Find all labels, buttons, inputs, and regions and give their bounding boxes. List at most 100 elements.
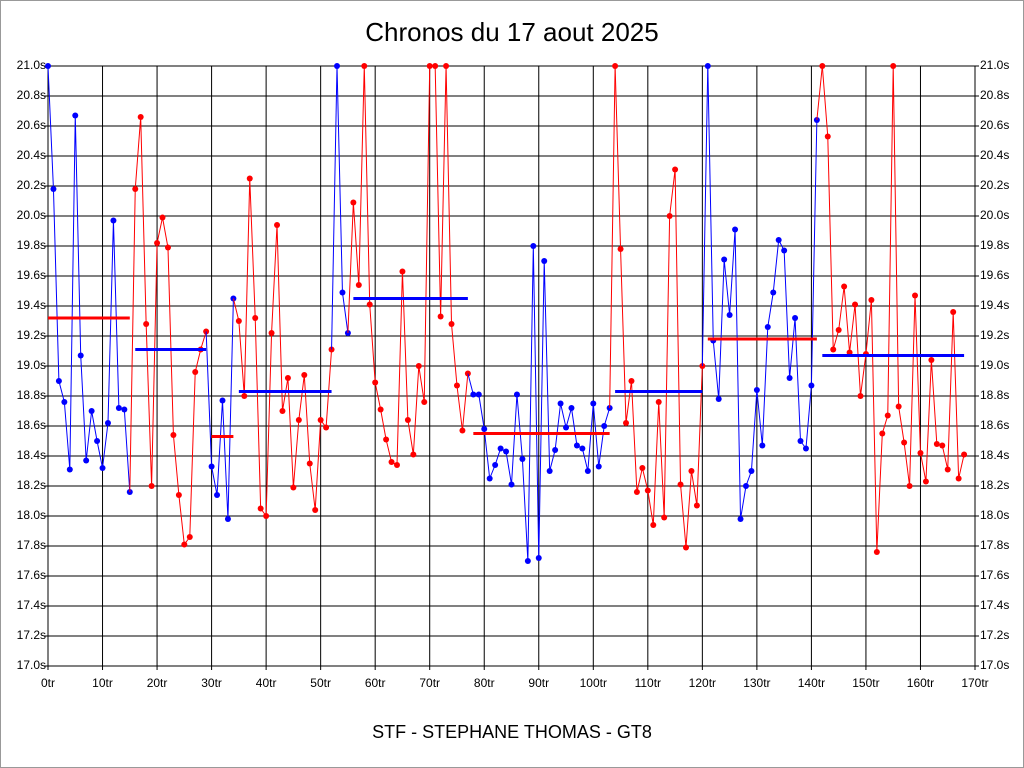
lap-point — [497, 445, 504, 452]
lap-point — [873, 549, 880, 555]
y2-tick-label: 20.4s — [980, 148, 1009, 162]
lap-point — [541, 258, 548, 264]
lap-point — [715, 396, 722, 402]
lap-point — [682, 544, 689, 551]
lap-point — [884, 412, 891, 419]
lap-point — [72, 112, 79, 119]
lap-point — [132, 186, 139, 192]
lap-point — [721, 256, 728, 263]
connector — [232, 298, 240, 322]
lap-point — [623, 420, 630, 426]
lap-point — [45, 63, 51, 69]
lap-point — [633, 489, 640, 495]
lap-point — [61, 399, 68, 405]
lap-line — [238, 178, 333, 518]
lap-point — [121, 406, 128, 413]
lap-point — [372, 379, 379, 386]
lap-point — [568, 405, 575, 411]
lap-point — [612, 63, 619, 69]
x-tick-label: 100tr — [580, 676, 607, 690]
y-tick-label: 20.0s — [17, 208, 46, 222]
lap-point — [513, 391, 520, 398]
lap-point — [841, 283, 848, 290]
lap-point — [726, 312, 733, 318]
connector — [816, 65, 823, 121]
lap-point — [421, 399, 428, 405]
lap-point — [906, 483, 913, 489]
lap-point — [552, 447, 559, 453]
lap-point — [508, 481, 515, 488]
lap-point — [759, 442, 766, 449]
lap-point — [235, 318, 242, 324]
x-tick-label: 80tr — [474, 676, 495, 690]
lap-point — [601, 423, 608, 429]
lap-point — [410, 451, 417, 458]
connector — [331, 65, 338, 350]
lap-point — [415, 363, 422, 369]
chart-title: Chronos du 17 aout 2025 — [365, 17, 658, 47]
plot-border — [47, 65, 976, 667]
lap-point — [274, 222, 281, 228]
lap-point — [224, 516, 231, 522]
y2-tick-label: 20.0s — [980, 208, 1009, 222]
lap-point — [214, 492, 221, 498]
x-tick-label: 50tr — [310, 676, 331, 690]
lap-point — [290, 484, 297, 491]
connector — [701, 65, 709, 367]
lap-point — [830, 346, 837, 353]
y-tick-label: 21.0s — [17, 58, 46, 72]
lap-point — [704, 63, 711, 69]
x-tick-label: 140tr — [798, 676, 825, 690]
lap-point — [263, 513, 270, 519]
lap-point — [448, 321, 455, 327]
lap-point — [655, 399, 662, 405]
lap-point — [399, 268, 406, 275]
lap-point — [852, 301, 859, 308]
lap-point — [219, 397, 226, 404]
lap-point — [94, 438, 101, 444]
lap-point — [563, 424, 570, 431]
y2-tick-label: 17.4s — [980, 598, 1009, 612]
lap-point — [590, 400, 597, 407]
lap-point — [868, 297, 875, 303]
y2-tick-label: 19.2s — [980, 328, 1009, 342]
connector — [467, 373, 474, 395]
lap-point — [524, 558, 531, 564]
lap-point — [181, 541, 188, 548]
lap-point — [928, 357, 935, 363]
lap-point — [950, 309, 957, 315]
lap-point — [339, 289, 346, 296]
lap-point — [535, 555, 542, 561]
lap-point — [77, 352, 84, 359]
lap-point — [644, 487, 651, 494]
lap-point — [355, 282, 362, 288]
y-tick-label: 20.6s — [17, 118, 46, 132]
y2-tick-label: 17.6s — [980, 568, 1009, 582]
lap-point — [688, 468, 695, 474]
y-tick-label: 20.2s — [17, 178, 46, 192]
lap-point — [737, 516, 744, 522]
x-tick-label: 90tr — [528, 676, 549, 690]
lap-point — [770, 289, 777, 296]
lap-point — [99, 465, 106, 471]
lap-point — [917, 450, 924, 456]
lap-point — [295, 417, 302, 423]
lap-point — [334, 63, 341, 69]
y2-tick-label: 18.2s — [980, 478, 1009, 492]
lap-point — [175, 492, 182, 498]
lap-point — [88, 408, 95, 414]
lap-point — [922, 478, 929, 485]
x-tick-label: 30tr — [201, 676, 222, 690]
lap-point — [246, 175, 253, 182]
lap-point — [835, 327, 842, 333]
y-tick-label: 17.8s — [17, 538, 46, 552]
y-tick-label: 18.4s — [17, 448, 46, 462]
lap-point — [546, 468, 553, 474]
x-tick-label: 170tr — [961, 676, 988, 690]
x-tick-label: 10tr — [92, 676, 113, 690]
x-tick-label: 150tr — [852, 676, 879, 690]
lap-point — [388, 459, 395, 465]
y-tick-label: 19.6s — [17, 268, 46, 282]
y2-tick-label: 19.0s — [980, 358, 1009, 372]
